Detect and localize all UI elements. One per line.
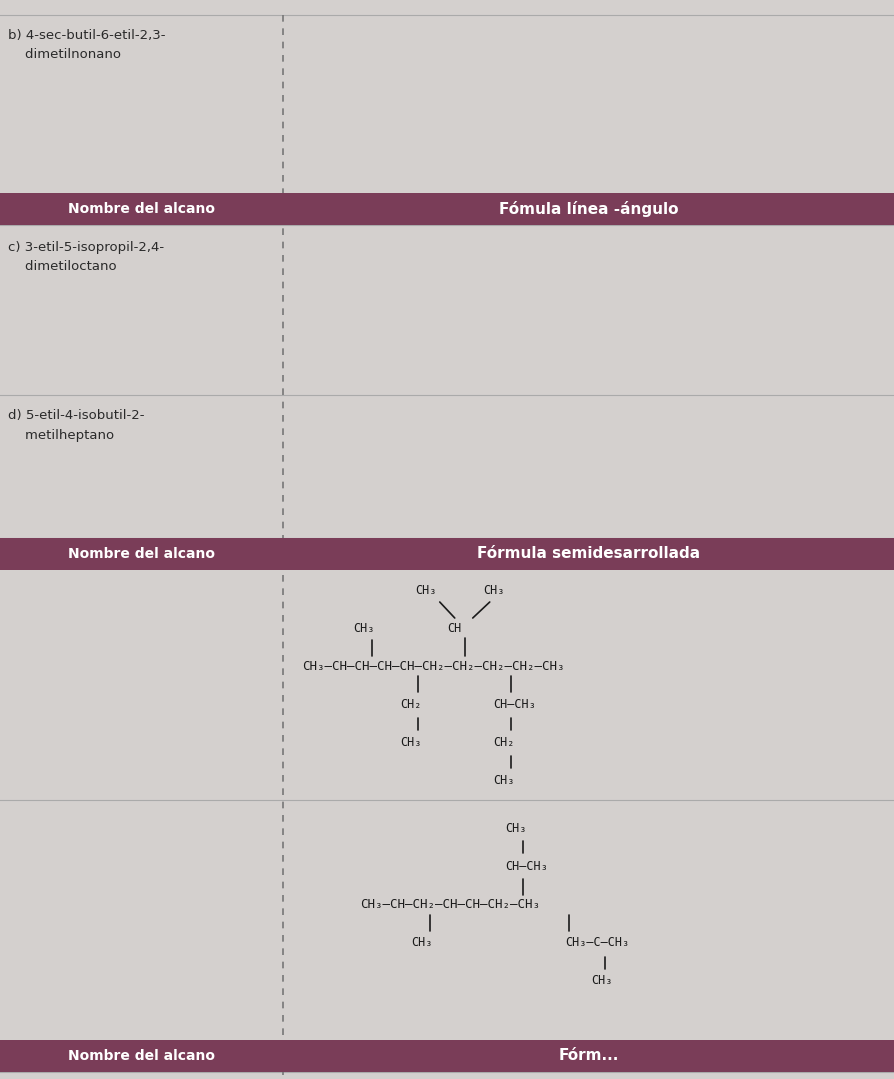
- Text: CH—CH₃: CH—CH₃: [504, 860, 547, 874]
- Text: CH₃: CH₃: [400, 736, 421, 749]
- Text: CH₃—C—CH₃: CH₃—C—CH₃: [565, 937, 628, 950]
- Text: CH₂: CH₂: [400, 697, 421, 710]
- FancyBboxPatch shape: [0, 1040, 894, 1073]
- Text: CH₂: CH₂: [493, 736, 514, 749]
- Text: Fórmula semidesarrollada: Fórmula semidesarrollada: [477, 546, 700, 561]
- Text: dimetilnonano: dimetilnonano: [8, 49, 121, 62]
- Text: Fómula línea -ángulo: Fómula línea -ángulo: [499, 201, 678, 217]
- Text: Nombre del alcano: Nombre del alcano: [68, 202, 215, 216]
- Text: CH₃—CH—CH₂—CH—CH—CH₂—CH₃: CH₃—CH—CH₂—CH—CH—CH₂—CH₃: [359, 899, 539, 912]
- Text: CH₃: CH₃: [411, 937, 433, 950]
- Text: Fórm...: Fórm...: [558, 1049, 619, 1064]
- Text: metilheptano: metilheptano: [8, 428, 114, 441]
- Text: CH₃: CH₃: [482, 584, 503, 597]
- FancyBboxPatch shape: [0, 193, 894, 226]
- Text: b) 4-sec-butil-6-etil-2,3-: b) 4-sec-butil-6-etil-2,3-: [8, 28, 165, 41]
- Text: CH—CH₃: CH—CH₃: [493, 697, 536, 710]
- Text: CH₃: CH₃: [353, 622, 375, 634]
- FancyBboxPatch shape: [0, 538, 894, 570]
- Text: CH₃: CH₃: [591, 974, 611, 987]
- Text: CH₃—CH—CH—CH—CH—CH₂—CH₂—CH₂—CH₂—CH₃: CH₃—CH—CH—CH—CH—CH₂—CH₂—CH₂—CH₂—CH₃: [301, 659, 564, 672]
- Text: dimetiloctano: dimetiloctano: [8, 260, 116, 273]
- Text: CH₃: CH₃: [493, 774, 514, 787]
- Text: Nombre del alcano: Nombre del alcano: [68, 1049, 215, 1063]
- Text: CH₃: CH₃: [504, 822, 526, 835]
- Text: Nombre del alcano: Nombre del alcano: [68, 547, 215, 561]
- Text: c) 3-etil-5-isopropil-2,4-: c) 3-etil-5-isopropil-2,4-: [8, 241, 164, 254]
- Text: d) 5-etil-4-isobutil-2-: d) 5-etil-4-isobutil-2-: [8, 409, 144, 422]
- Text: CH: CH: [446, 622, 460, 634]
- Text: CH₃: CH₃: [414, 584, 435, 597]
